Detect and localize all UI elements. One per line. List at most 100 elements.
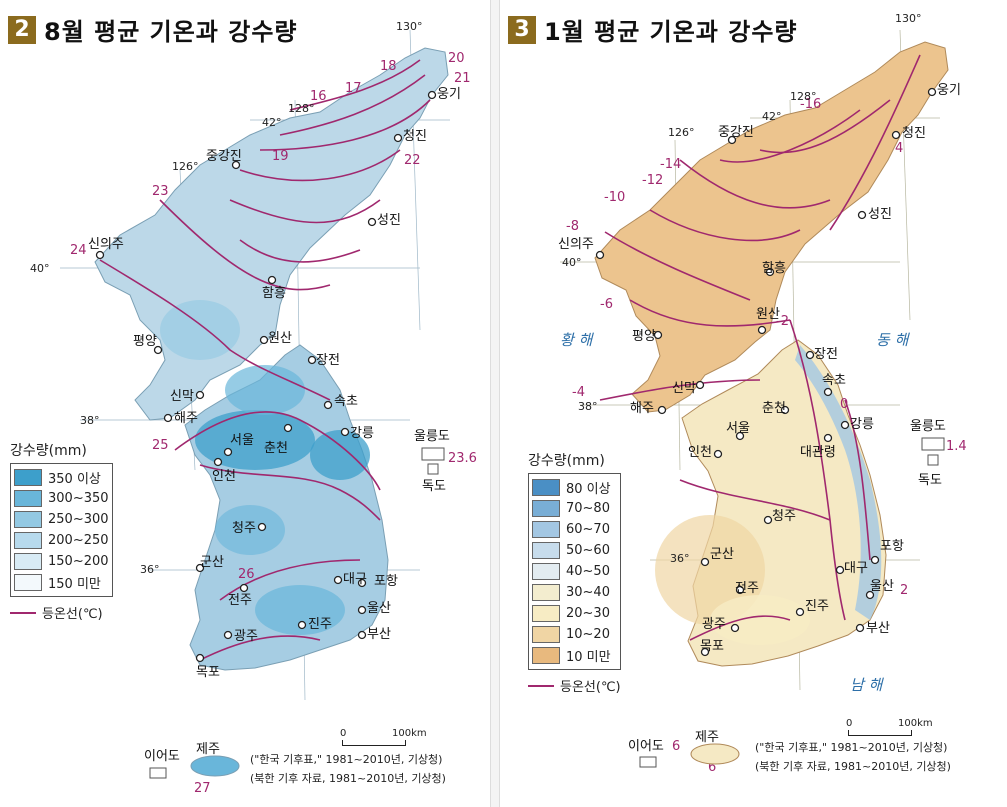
legend-title: 강수량(mm) [528, 453, 605, 469]
city-label: 목포 [196, 665, 220, 680]
legend-swatch [532, 542, 560, 559]
isotherm-legend: 등온선(℃) [528, 676, 621, 695]
yellow-sea-label: 황 해 [560, 331, 595, 349]
svg-text:21: 21 [454, 71, 471, 86]
jeju-island [690, 743, 740, 765]
east-sea-label: 동 해 [876, 331, 911, 349]
legend-label: 60~70 [566, 522, 610, 537]
city-label: 평양 [632, 329, 656, 344]
isotherm-lines [599, 54, 921, 641]
legend-label: 40~50 [566, 564, 610, 579]
legend-swatch [14, 532, 42, 549]
svg-text:130°: 130° [895, 12, 922, 25]
ulleung-inset [921, 437, 945, 466]
graticule-labels: 130° 128° 126° 42° 40° 38° 36° [30, 20, 423, 576]
svg-text:16: 16 [310, 89, 327, 104]
city-label: 포항 [880, 539, 904, 554]
source-line: (북한 기후 자료, 1981~2010년, 기상청) [250, 772, 446, 785]
jeju-label: 제주 [196, 742, 220, 757]
dokdo-label: 독도 [422, 479, 446, 494]
isotherm-lines [99, 59, 431, 661]
city-label: 인천 [212, 469, 236, 484]
ulleung-temp: 1.4 [946, 439, 967, 454]
source-notes: ("한국 기후표," 1981~2010년, 기상청) (북한 기후 자료, 1… [250, 750, 446, 788]
legend-row: 10~20 [532, 624, 617, 645]
svg-text:24: 24 [70, 243, 87, 258]
legend-row: 250~300 [14, 509, 109, 530]
legend-label: 150 미만 [48, 577, 101, 592]
ieodo-box [149, 767, 167, 779]
svg-text:-6: -6 [600, 297, 613, 312]
precip-legend: 강수량(mm) 80 이상 70~80 60~70 50~60 40~50 30~40 20… [528, 450, 621, 695]
city-label: 웅기 [937, 83, 961, 98]
legend-swatch [532, 521, 560, 538]
jeju-island [190, 755, 240, 777]
isotherm-value-labels: -16 -14 -12 -10 -8 -6 -4 -2 0 2 4 6 [566, 97, 908, 775]
city-label: 신의주 [558, 237, 594, 252]
svg-text:6: 6 [708, 760, 716, 775]
city-label: 해주 [630, 401, 654, 416]
city-label: 신막 [672, 381, 696, 396]
isotherm-swatch [10, 611, 36, 614]
city-label: 속초 [334, 394, 358, 409]
city-label: 전주 [735, 581, 759, 596]
svg-text:42°: 42° [762, 110, 782, 123]
city-label: 전주 [228, 593, 252, 608]
city-label: 진주 [805, 599, 829, 614]
city-label: 원산 [268, 331, 292, 346]
city-label: 울산 [870, 579, 894, 594]
isotherm-legend: 등온선(℃) [10, 603, 113, 622]
svg-text:40°: 40° [30, 262, 50, 275]
svg-text:126°: 126° [668, 126, 695, 139]
isotherm-legend-label: 등온선(℃) [42, 607, 103, 622]
svg-text:2: 2 [900, 583, 908, 598]
city-label: 성진 [377, 213, 401, 228]
ieodo-temp: 6 [672, 739, 680, 754]
svg-text:4: 4 [895, 141, 903, 156]
ulleung-label: 울릉도 [414, 429, 450, 444]
scale-zero: 0 [340, 728, 347, 739]
legend-row: 50~60 [532, 540, 617, 561]
city-label: 부산 [367, 627, 391, 642]
city-markers [95, 90, 437, 663]
ieodo-label: 이어도 [144, 749, 180, 764]
north-korea-landmass [94, 47, 449, 421]
svg-text:-8: -8 [566, 219, 579, 234]
svg-text:-12: -12 [642, 173, 663, 188]
city-label: 장전 [814, 347, 838, 362]
legend-swatch [14, 574, 42, 591]
legend-swatch [532, 647, 560, 664]
precip-legend: 강수량(mm) 350 이상 300~350 250~300 200~250 150~2… [10, 440, 113, 622]
isotherm-value-labels: 16 17 18 19 20 21 22 23 24 25 26 27 [70, 51, 471, 796]
city-label: 중강진 [206, 149, 242, 164]
city-label: 해주 [174, 411, 198, 426]
city-markers [595, 87, 937, 657]
city-label: 대관령 [800, 445, 836, 460]
legend-label: 350 이상 [48, 472, 101, 487]
svg-text:36°: 36° [670, 552, 690, 565]
svg-text:23: 23 [152, 184, 169, 199]
svg-text:38°: 38° [80, 414, 100, 427]
city-label: 강릉 [850, 417, 874, 432]
legend-row: 40~50 [532, 561, 617, 582]
city-label: 청주 [232, 521, 256, 536]
legend-label: 70~80 [566, 501, 610, 516]
august-map-panel: 웅기 청진 중강진 성진 신의주 함흥 원산 평양 장전 신막 속초 해주 강릉… [0, 0, 488, 807]
legend-row: 80 이상 [532, 477, 617, 498]
city-label: 부산 [866, 621, 890, 636]
rainfall-patches [160, 300, 370, 635]
svg-text:22: 22 [404, 153, 421, 168]
south-sea-label: 남 해 [850, 676, 885, 694]
city-label: 강릉 [350, 426, 374, 441]
january-header: 3 1월 평균 기온과 강수량 [508, 12, 798, 47]
legend-swatch [532, 626, 560, 643]
city-label: 함흥 [762, 261, 786, 276]
city-label: 서울 [726, 421, 750, 436]
svg-text:25: 25 [152, 438, 169, 453]
figure-number: 3 [508, 15, 536, 44]
source-line: ("한국 기후표," 1981~2010년, 기상청) [250, 753, 443, 766]
city-label: 청진 [403, 129, 427, 144]
svg-text:36°: 36° [140, 563, 160, 576]
legend-row: 200~250 [14, 530, 109, 551]
city-label: 군산 [200, 555, 224, 570]
